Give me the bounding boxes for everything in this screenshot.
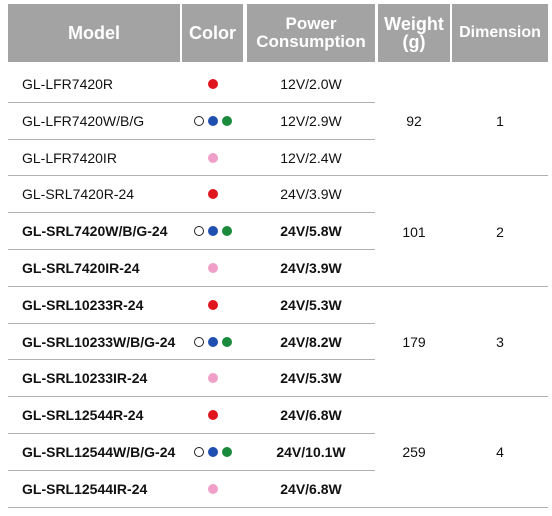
weight: 259 — [402, 444, 426, 461]
power: 24V/5.3W — [280, 370, 342, 387]
row-line — [8, 249, 375, 250]
color — [182, 287, 243, 323]
model: GL-LFR7420IR — [22, 149, 117, 166]
model: GL-LFR7420R — [22, 76, 114, 92]
group-line — [8, 396, 548, 398]
color — [182, 176, 243, 212]
header-power: Power Consumption — [247, 4, 375, 62]
color-dot — [207, 79, 218, 89]
power: 12V/2.9W — [280, 112, 342, 129]
color-dot — [207, 299, 218, 310]
color — [182, 471, 243, 507]
color-dot — [193, 115, 204, 126]
power: 24V/6.8W — [280, 407, 342, 424]
color-dot — [207, 336, 218, 347]
group-line — [8, 506, 548, 508]
color-dot — [207, 226, 218, 237]
row-line — [8, 359, 375, 361]
model: GL-SRL7420W/B/G-24 — [22, 223, 168, 240]
color — [182, 434, 243, 470]
header-weight: Weight (g) — [378, 4, 450, 62]
color — [182, 140, 243, 176]
power: 24V/5.3W — [280, 296, 342, 313]
color — [182, 250, 243, 286]
weight: 101 — [402, 223, 426, 240]
color — [182, 397, 243, 433]
model: GL-SRL7420R-24 — [22, 186, 135, 203]
power: 24V/6.8W — [280, 480, 342, 497]
group-line — [8, 285, 548, 287]
color-dot — [207, 115, 218, 126]
header-color: Color — [182, 4, 243, 62]
color-dot — [193, 336, 204, 347]
model: GL-SRL12544W/B/G-24 — [22, 444, 176, 460]
color-dot — [193, 226, 204, 237]
dimension: 1 — [496, 113, 504, 130]
color-dot — [207, 373, 218, 384]
color — [182, 213, 243, 249]
color-dot — [207, 263, 218, 273]
color-dot — [207, 189, 218, 200]
row-line — [8, 138, 375, 140]
row-line — [8, 469, 375, 471]
color-dot — [193, 447, 204, 457]
power: 12V/2.4W — [280, 149, 342, 166]
model: GL-SRL7420IR-24 — [22, 260, 140, 276]
power: 24V/3.9W — [280, 186, 342, 203]
model: GL-SRL10233R-24 — [22, 296, 144, 313]
color — [182, 324, 243, 360]
dimension: 3 — [496, 333, 504, 350]
color-dot — [207, 483, 218, 494]
color-dot — [221, 226, 232, 237]
header-dimension: Dimension — [452, 4, 548, 62]
row-line — [8, 101, 375, 103]
weight: 92 — [406, 113, 422, 130]
power: 24V/3.9W — [280, 260, 342, 276]
header-model: Model — [8, 4, 180, 62]
power: 24V/8.2W — [280, 333, 342, 350]
color-dot — [221, 447, 232, 457]
color — [182, 66, 243, 102]
row-line — [8, 322, 375, 324]
model: GL-SRL12544IR-24 — [22, 480, 148, 497]
color-dot — [207, 410, 218, 421]
color-dot — [221, 115, 232, 126]
model: GL-LFR7420W/B/G — [22, 112, 145, 129]
dimension: 4 — [496, 444, 504, 461]
model: GL-SRL10233W/B/G-24 — [22, 333, 176, 350]
row-line — [8, 433, 375, 434]
weight: 179 — [402, 333, 426, 350]
power: 24V/10.1W — [276, 444, 346, 460]
group-line — [8, 175, 548, 177]
power: 12V/2.0W — [280, 76, 342, 92]
model: GL-SRL10233IR-24 — [22, 370, 148, 387]
color — [182, 103, 243, 139]
model: GL-SRL12544R-24 — [22, 407, 144, 424]
color-dot — [221, 336, 232, 347]
power: 24V/5.8W — [280, 223, 342, 240]
color-dot — [207, 447, 218, 457]
color-dot — [207, 152, 218, 163]
dimension: 2 — [496, 223, 504, 240]
color — [182, 360, 243, 396]
row-line — [8, 212, 375, 214]
